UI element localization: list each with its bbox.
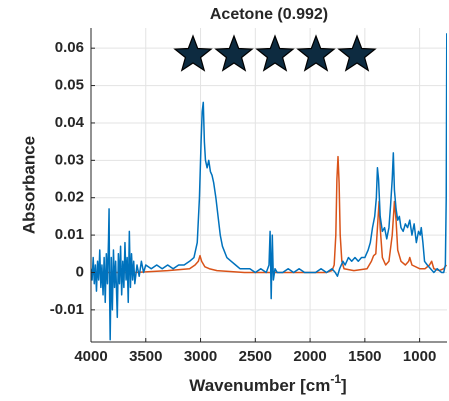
ticks: 0.06 0.05 0.04 0.03 0.02 0.01 0 -0.01 4000 3500 30… — [50, 28, 447, 365]
x-axis-label-superscript: -1 — [330, 372, 341, 386]
x-tick-label: 2000 — [293, 348, 326, 365]
chart-title: Acetone (0.992) — [210, 6, 328, 23]
x-tick-label: 3500 — [129, 348, 162, 365]
x-axis-label-suffix: ] — [341, 376, 347, 395]
y-tick-label: 0.06 — [55, 39, 84, 56]
rating-star — [173, 34, 213, 72]
y-tick-label: -0.01 — [50, 301, 84, 318]
y-tick-label: 0.05 — [55, 77, 84, 94]
series-line — [91, 155, 447, 274]
x-tick-label: 1500 — [348, 348, 381, 365]
rating-star — [337, 34, 377, 72]
x-axis-label-text: Wavenumber [cm — [189, 376, 330, 395]
y-tick-label: 0.04 — [55, 114, 85, 131]
x-tick-label: 4000 — [74, 348, 107, 365]
rating-star — [255, 34, 295, 72]
y-tick-label: 0.01 — [55, 226, 84, 243]
rating-star — [296, 34, 336, 72]
x-tick-label: 1000 — [403, 348, 436, 365]
y-tick-label: 0.02 — [55, 189, 84, 206]
y-tick-label: 0.03 — [55, 151, 84, 168]
plot-area — [91, 33, 447, 341]
series-line — [91, 33, 447, 341]
rating-stars — [173, 34, 377, 72]
x-tick-label: 2500 — [239, 348, 272, 365]
x-axis-label: Wavenumber [cm-1] — [189, 372, 346, 395]
x-tick-label: 3000 — [184, 348, 217, 365]
rating-star — [214, 34, 254, 72]
y-axis-label: Absorbance — [19, 136, 38, 234]
y-tick-label: 0 — [76, 263, 84, 280]
